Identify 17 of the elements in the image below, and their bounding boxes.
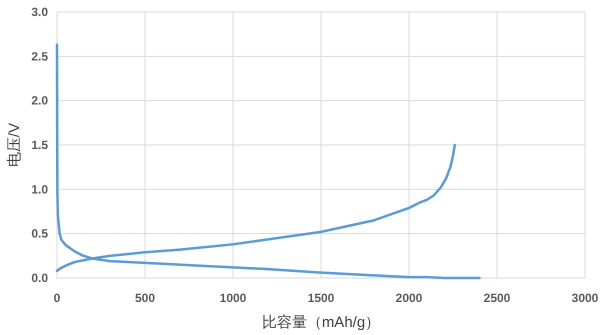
x-tick-label: 1000 (220, 291, 247, 305)
x-tick-label: 0 (54, 291, 61, 305)
y-tick-label: 2.5 (31, 49, 48, 64)
y-axis-title: 电压/V (6, 122, 23, 168)
y-tick-label: 0.5 (31, 226, 48, 241)
line-series (56, 44, 481, 280)
y-tick-label: 1.5 (31, 138, 48, 152)
y-tick-label: 3.0 (31, 5, 48, 19)
y-tick-label: 1.0 (31, 182, 48, 196)
x-tick-label: 2000 (396, 291, 423, 305)
x-tick-label: 3000 (572, 291, 599, 305)
x-tick-label: 1500 (308, 291, 335, 305)
x-tick-label: 2500 (484, 291, 511, 305)
y-tick-label: 2.0 (31, 94, 48, 108)
x-tick-label: 500 (134, 291, 156, 305)
y-tick-label: 0.0 (31, 271, 48, 285)
x-axis-title: 比容量（mAh/g） (262, 314, 380, 331)
